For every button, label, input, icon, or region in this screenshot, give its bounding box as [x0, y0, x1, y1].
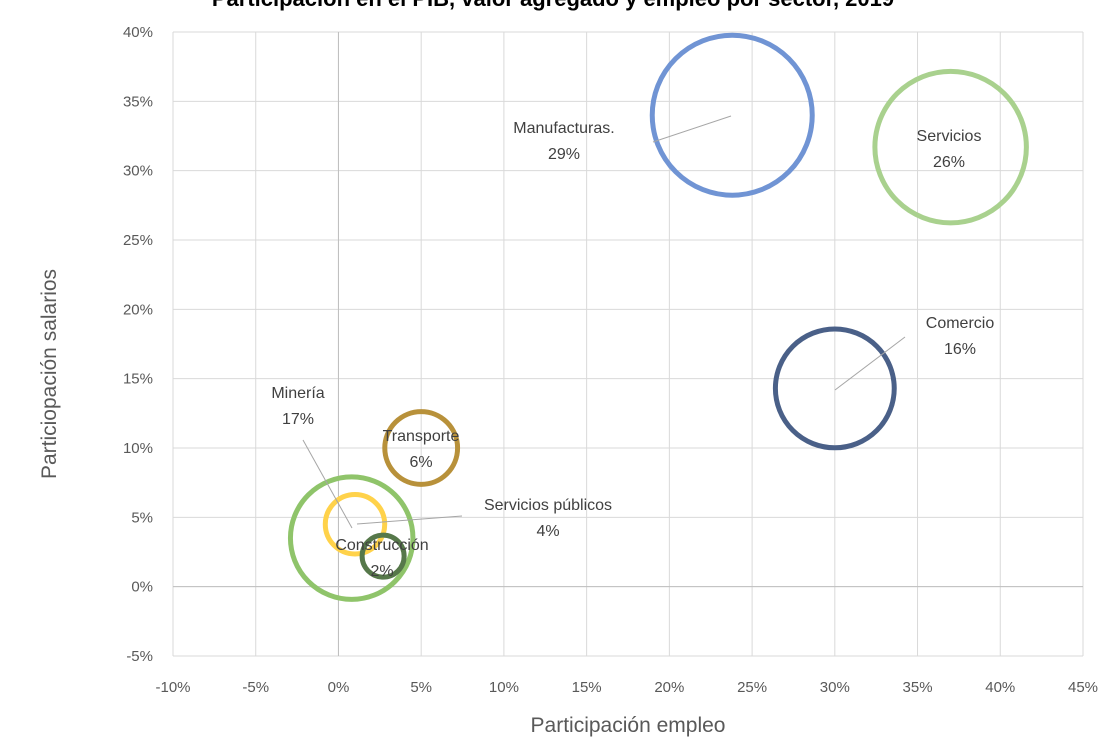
x-tick-label: 10%	[489, 679, 519, 696]
bubble-transporte	[382, 409, 461, 487]
y-tick-label: 20%	[123, 301, 153, 318]
leader-line	[356, 515, 463, 525]
x-tick-label: -10%	[155, 679, 190, 696]
x-tick-label: 45%	[1068, 679, 1098, 696]
x-tick-label: 40%	[985, 679, 1015, 696]
x-tick-label: 20%	[654, 679, 684, 696]
chart-title: Participación en el PIB, valor agregado …	[0, 0, 1106, 12]
y-tick-label: 5%	[131, 509, 153, 526]
bubble-label: Minería	[271, 385, 324, 402]
y-tick-label: 25%	[123, 232, 153, 249]
y-tick-label: -5%	[126, 648, 153, 665]
bubble-construcción	[359, 532, 407, 580]
x-axis-title: Participación empleo	[531, 714, 726, 737]
bubble-minería	[287, 474, 416, 602]
x-tick-label: 25%	[737, 679, 767, 696]
bubble-value-label: 17%	[282, 411, 314, 428]
bubble-manufacturas-	[649, 32, 815, 198]
y-tick-label: 0%	[131, 579, 153, 596]
bubble-value-label: 6%	[409, 454, 432, 471]
bubble-servicios	[872, 68, 1029, 226]
bubble-label: Manufacturas.	[513, 120, 614, 137]
bubble-label: Servicios	[917, 128, 982, 145]
bubble-label: Transporte	[383, 428, 460, 445]
bubble-servicios-públicos	[322, 492, 388, 557]
bubble-label: Comercio	[926, 315, 995, 332]
x-tick-label: 15%	[572, 679, 602, 696]
bubble-value-label: 26%	[933, 154, 965, 171]
y-tick-label: 40%	[123, 24, 153, 41]
x-tick-label: 30%	[820, 679, 850, 696]
y-tick-label: 15%	[123, 371, 153, 388]
bubble-value-label: 2%	[370, 563, 393, 580]
x-tick-label: 5%	[410, 679, 432, 696]
leader-line	[652, 115, 732, 143]
bubble-value-label: 16%	[944, 341, 976, 358]
x-tick-label: -5%	[242, 679, 269, 696]
x-tick-label: 0%	[328, 679, 350, 696]
bubble-value-label: 4%	[536, 523, 559, 540]
y-axis-title: Particiopación salarios	[38, 269, 61, 479]
leader-line	[834, 336, 906, 391]
bubble-comercio	[772, 326, 897, 451]
y-tick-label: 10%	[123, 440, 153, 457]
bubble-label: Construcción	[335, 537, 428, 554]
y-tick-label: 35%	[123, 93, 153, 110]
leader-line	[302, 439, 353, 529]
x-tick-label: 35%	[903, 679, 933, 696]
bubble-value-label: 29%	[548, 146, 580, 163]
bubble-label: Servicios públicos	[484, 497, 612, 514]
y-tick-label: 30%	[123, 163, 153, 180]
